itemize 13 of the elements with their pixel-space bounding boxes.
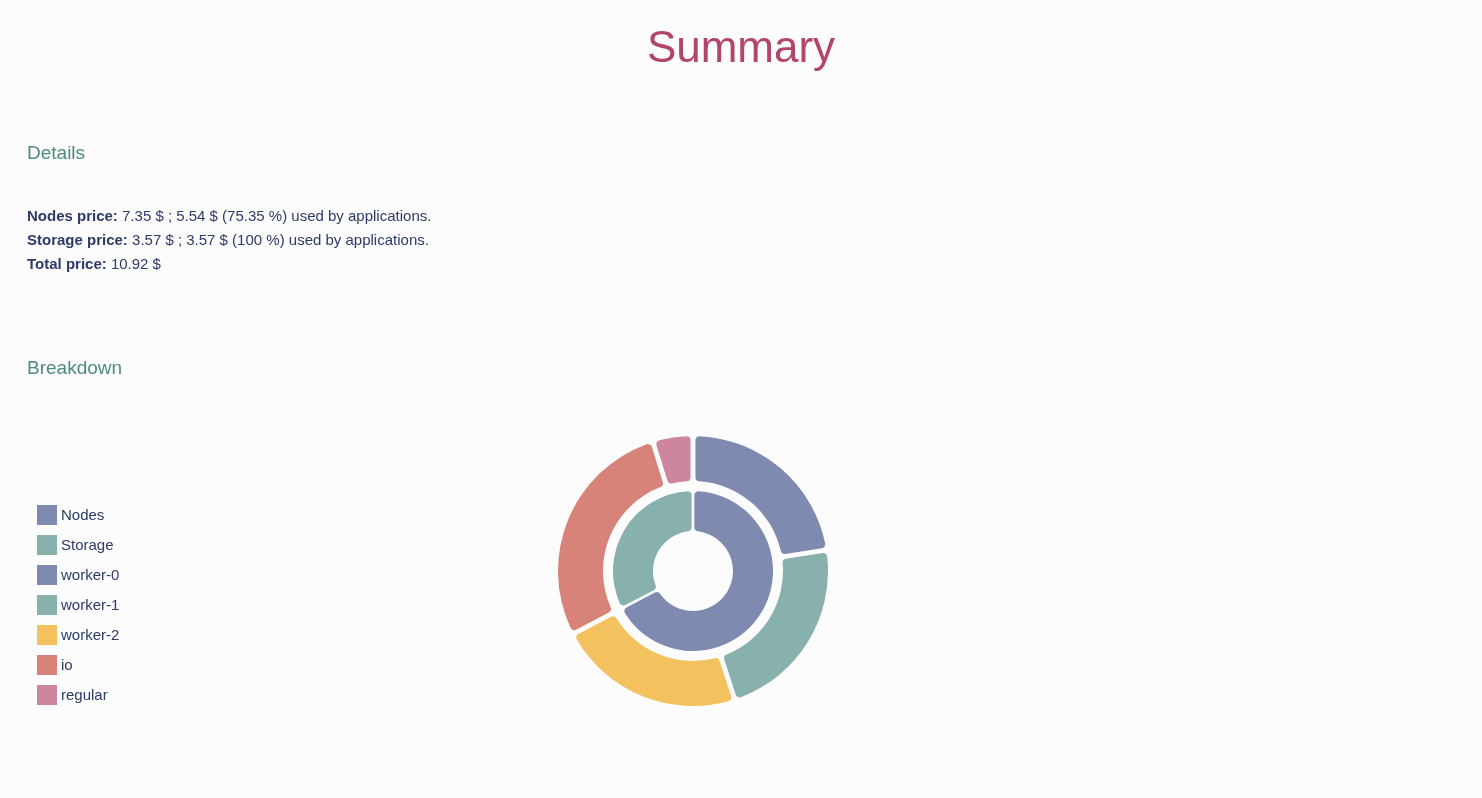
text: Total price: 10.92 $ <box>27 255 161 272</box>
legend-label: Nodes <box>61 506 105 523</box>
legend-label: regular <box>61 686 108 703</box>
legend-label: Storage <box>61 536 114 553</box>
text: Details <box>27 142 86 164</box>
text: Nodes price: 7.35 $ ; 5.54 $ (75.35 %) used by applications. <box>27 207 432 224</box>
text: Breakdown <box>27 357 123 379</box>
legend-label: worker-1 <box>60 596 120 613</box>
chart-title: Summary <box>645 22 837 72</box>
legend-label: worker-2 <box>60 626 120 643</box>
legend-label: io <box>61 656 73 673</box>
legend-label: worker-0 <box>60 566 120 583</box>
text: Storage price: 3.57 $ ; 3.57 $ (100 %) used by applications. <box>27 231 429 248</box>
